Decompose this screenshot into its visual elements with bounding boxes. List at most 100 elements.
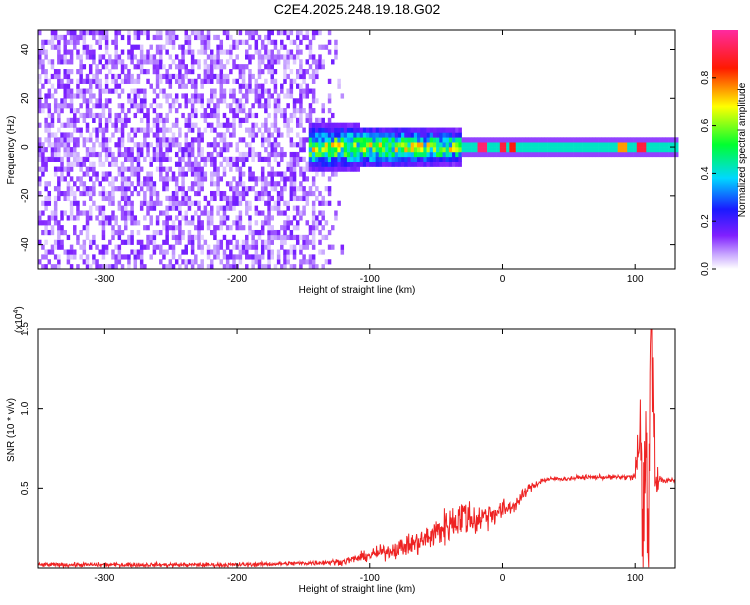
spectrogram-cell	[143, 112, 147, 119]
spectrogram-cell	[165, 137, 169, 143]
spectrogram-cell	[206, 254, 211, 260]
spectrogram-cell	[311, 98, 316, 104]
spectrogram-cell	[222, 264, 227, 270]
spectrogram-cell	[187, 259, 192, 265]
spectrogram-cell	[47, 132, 52, 138]
spectrogram-cell	[47, 249, 52, 255]
spectrogram-cell	[225, 254, 230, 260]
spectrogram-cell	[88, 147, 93, 153]
spectrogram-cell	[662, 142, 666, 148]
spectrogram-cell	[57, 142, 61, 148]
spectrogram-cell	[229, 93, 233, 99]
spectrogram-cell	[114, 229, 118, 236]
spectrogram-cell	[162, 264, 166, 270]
spectrogram-cell	[200, 225, 204, 231]
spectrogram-cell	[120, 122, 125, 128]
spectrogram-cell	[283, 254, 287, 260]
spectrogram-cell	[146, 244, 150, 250]
spectrogram-cell	[57, 117, 61, 123]
spectrogram-cell	[190, 234, 195, 241]
spectrogram-cell	[273, 78, 278, 84]
spectrogram-cell	[452, 127, 456, 133]
spectrogram-cell	[38, 181, 42, 187]
spectrogram-cell	[66, 137, 71, 143]
spectrogram-cell	[187, 112, 192, 119]
spectrogram-cell	[38, 142, 42, 148]
spectrogram-cell	[133, 64, 138, 70]
spectrogram-cell	[337, 132, 341, 138]
spectrogram-cell	[155, 44, 160, 50]
spectrogram-cell	[295, 195, 300, 202]
spectrogram-cell	[241, 225, 246, 231]
spectrogram-cell	[401, 137, 405, 143]
spectrogram-cell	[222, 210, 227, 216]
spectrogram-cell	[60, 215, 64, 221]
spectrogram-cell	[63, 137, 67, 143]
spectrogram-cell	[44, 249, 48, 255]
spectrogram-cell	[624, 137, 628, 143]
spectrogram-cell	[283, 151, 287, 158]
x-tick-label: 0	[500, 573, 506, 584]
spectrogram-cell	[299, 117, 303, 123]
spectrogram-cell	[85, 98, 90, 104]
spectrogram-cell	[225, 103, 230, 109]
spectrogram-cell	[108, 181, 112, 187]
spectrogram-cell	[620, 147, 625, 153]
spectrogram-cell	[162, 88, 166, 94]
spectrogram-cell	[152, 200, 157, 206]
spectrogram-cell	[496, 137, 501, 143]
spectrogram-cell	[222, 190, 227, 197]
spectrogram-cell	[388, 161, 392, 167]
spectrogram-cell	[646, 142, 650, 148]
spectrogram-cell	[327, 229, 332, 236]
spectrogram-cell	[270, 151, 274, 158]
spectrogram-cell	[101, 220, 106, 226]
spectrogram-cell	[130, 181, 134, 187]
spectrogram-cell	[174, 142, 179, 148]
spectrogram-cell	[241, 108, 246, 114]
spectrogram-cell	[302, 93, 306, 99]
spectrogram-cell	[206, 69, 211, 75]
spectrogram-cell	[289, 156, 294, 162]
spectrogram-cell	[117, 254, 122, 260]
spectrogram-cell	[222, 122, 227, 128]
spectrogram-cell	[267, 98, 271, 104]
spectrogram-cell	[197, 225, 201, 231]
spectrogram-cell	[47, 78, 52, 84]
spectrogram-cell	[69, 122, 74, 128]
figure-title: C2E4.2025.248.19.18.G02	[274, 1, 441, 17]
spectrogram-cell	[178, 161, 182, 167]
spectrogram-cell	[276, 98, 281, 104]
spectrogram-cell	[627, 142, 631, 148]
spectrogram-cell	[299, 112, 303, 119]
spectrogram-cell	[98, 54, 102, 60]
spectrogram-cell	[445, 132, 450, 138]
spectrogram-cell	[187, 239, 192, 245]
spectrogram-cell	[327, 259, 332, 265]
spectrogram-cell	[213, 73, 217, 80]
spectrogram-cell	[264, 244, 268, 250]
spectrogram-cell	[146, 59, 150, 65]
spectrogram-cell	[432, 161, 437, 167]
spectrogram-cell	[66, 190, 71, 197]
spectrogram-cell	[187, 127, 192, 133]
spectrogram-cell	[73, 200, 77, 206]
spectrogram-cell	[592, 142, 596, 148]
spectrogram-cell	[225, 225, 230, 231]
spectrogram-cell	[85, 229, 90, 236]
spectrogram-cell	[385, 161, 389, 167]
spectrogram-cell	[366, 161, 370, 167]
spectrogram-cell	[136, 78, 141, 84]
spectrogram-cell	[257, 49, 262, 55]
spectrogram-cell	[302, 254, 306, 260]
spectrogram-cell	[225, 73, 230, 80]
spectrogram-cell	[238, 190, 243, 197]
spectrogram-cell	[76, 156, 80, 162]
spectrogram-cell	[245, 264, 249, 270]
spectrogram-cell	[104, 83, 109, 89]
spectrogram-cell	[534, 142, 539, 148]
spectrogram-cell	[213, 190, 217, 197]
spectrogram-cell	[73, 249, 77, 255]
spectrogram-cell	[178, 127, 182, 133]
spectrogram-cell	[146, 49, 150, 55]
